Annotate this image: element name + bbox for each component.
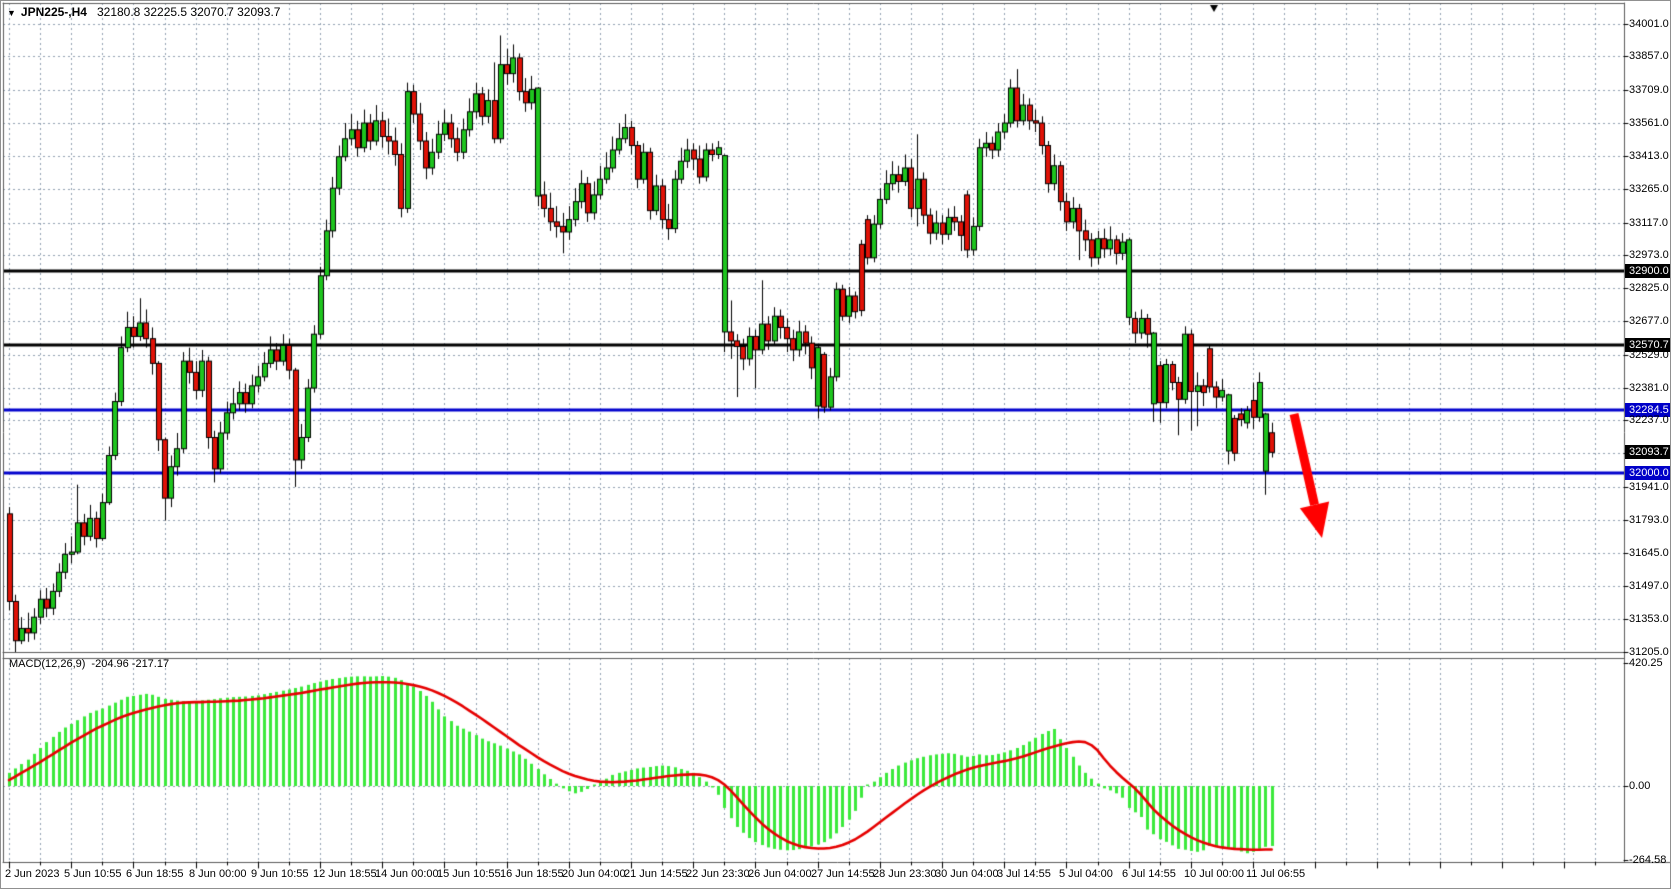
time-tick-label: 26 Jun 04:00: [748, 868, 812, 880]
price-tick-label: 32677.0: [1629, 315, 1669, 327]
price-tick-label: 33561.0: [1629, 117, 1669, 129]
time-tick-label: 21 Jun 14:55: [624, 868, 688, 880]
price-tick-label: 31497.0: [1629, 580, 1669, 592]
time-tick-label: 12 Jun 18:55: [313, 868, 377, 880]
price-tick-label: 33413.0: [1629, 150, 1669, 162]
price-tick-label: 31645.0: [1629, 547, 1669, 559]
price-tick-label: 32825.0: [1629, 282, 1669, 294]
price-line-badge-32284: 32284.5: [1625, 403, 1670, 417]
price-tick-label: 32237.0: [1629, 414, 1669, 426]
time-tick-label: 9 Jun 10:55: [251, 868, 309, 880]
symbol-dropdown-icon[interactable]: ▼: [7, 8, 16, 18]
macd-tick-label: 420.25: [1629, 657, 1663, 669]
symbol-period-label: JPN225-,H4: [20, 5, 87, 19]
ohlc-values: 32180.8 32225.5 32070.7 32093.7: [96, 5, 281, 19]
price-tick-label: 32381.0: [1629, 382, 1669, 394]
time-tick-label: 2 Jun 2023: [5, 868, 60, 880]
time-tick-label: 27 Jun 14:55: [811, 868, 875, 880]
time-tick-label: 5 Jun 10:55: [64, 868, 122, 880]
chart-title: ▼ JPN225-,H4 32180.8 32225.5 32070.7 32093…: [7, 6, 280, 20]
price-tick-label: 33857.0: [1629, 50, 1669, 62]
time-tick-label: 28 Jun 23:30: [873, 868, 937, 880]
price-tick-label: 31941.0: [1629, 481, 1669, 493]
time-tick-label: 14 Jun 00:00: [375, 868, 439, 880]
time-tick-label: 10 Jul 00:00: [1184, 868, 1244, 880]
time-tick-label: 20 Jun 04:00: [562, 868, 626, 880]
price-tick-label: 31793.0: [1629, 514, 1669, 526]
price-tick-label: 33117.0: [1629, 217, 1668, 229]
time-tick-label: 15 Jun 10:55: [437, 868, 501, 880]
time-tick-label: 22 Jun 23:30: [686, 868, 750, 880]
price-tick-label: 33265.0: [1629, 183, 1669, 195]
price-line-badge-32900: 32900.0: [1625, 264, 1670, 278]
price-tick-label: 33709.0: [1629, 84, 1669, 96]
time-tick-label: 5 Jul 04:00: [1059, 868, 1113, 880]
macd-indicator-label: MACD(12,26,9) -204.96 -217.17: [9, 658, 169, 671]
time-tick-label: 16 Jun 18:55: [500, 868, 564, 880]
current-price-badge: 32093.7: [1625, 445, 1670, 459]
price-tick-label: 31205.0: [1629, 646, 1669, 658]
macd-values: -204.96 -217.17: [91, 658, 170, 670]
macd-name: MACD(12,26,9): [9, 658, 86, 670]
price-line-badge-32570: 32570.7: [1625, 338, 1670, 352]
price-tick-label: 32973.0: [1629, 249, 1669, 261]
time-tick-label: 3 Jul 14:55: [997, 868, 1051, 880]
macd-tick-label: -264.58: [1629, 854, 1667, 866]
macd-tick-label: 0.00: [1629, 780, 1651, 792]
time-tick-label: 6 Jun 18:55: [126, 868, 184, 880]
time-tick-label: 30 Jun 04:00: [935, 868, 999, 880]
time-tick-label: 6 Jul 14:55: [1122, 868, 1176, 880]
price-tick-label: 32529.0: [1629, 349, 1669, 361]
price-tick-label: 34001.0: [1629, 18, 1669, 30]
price-tick-label: 31353.0: [1629, 613, 1669, 625]
price-line-badge-32000: 32000.0: [1625, 466, 1670, 480]
time-tick-label: 8 Jun 00:00: [189, 868, 247, 880]
time-tick-label: 11 Jul 06:55: [1246, 868, 1306, 880]
